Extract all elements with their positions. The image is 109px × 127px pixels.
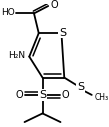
- Text: HO: HO: [1, 8, 15, 17]
- Text: S: S: [77, 82, 84, 92]
- Text: O: O: [16, 90, 24, 100]
- Text: O: O: [61, 90, 69, 100]
- Text: O: O: [51, 0, 58, 10]
- Text: S: S: [39, 90, 46, 100]
- Text: S: S: [59, 28, 66, 38]
- Text: CH₃: CH₃: [95, 93, 109, 102]
- Text: H₂N: H₂N: [8, 51, 26, 60]
